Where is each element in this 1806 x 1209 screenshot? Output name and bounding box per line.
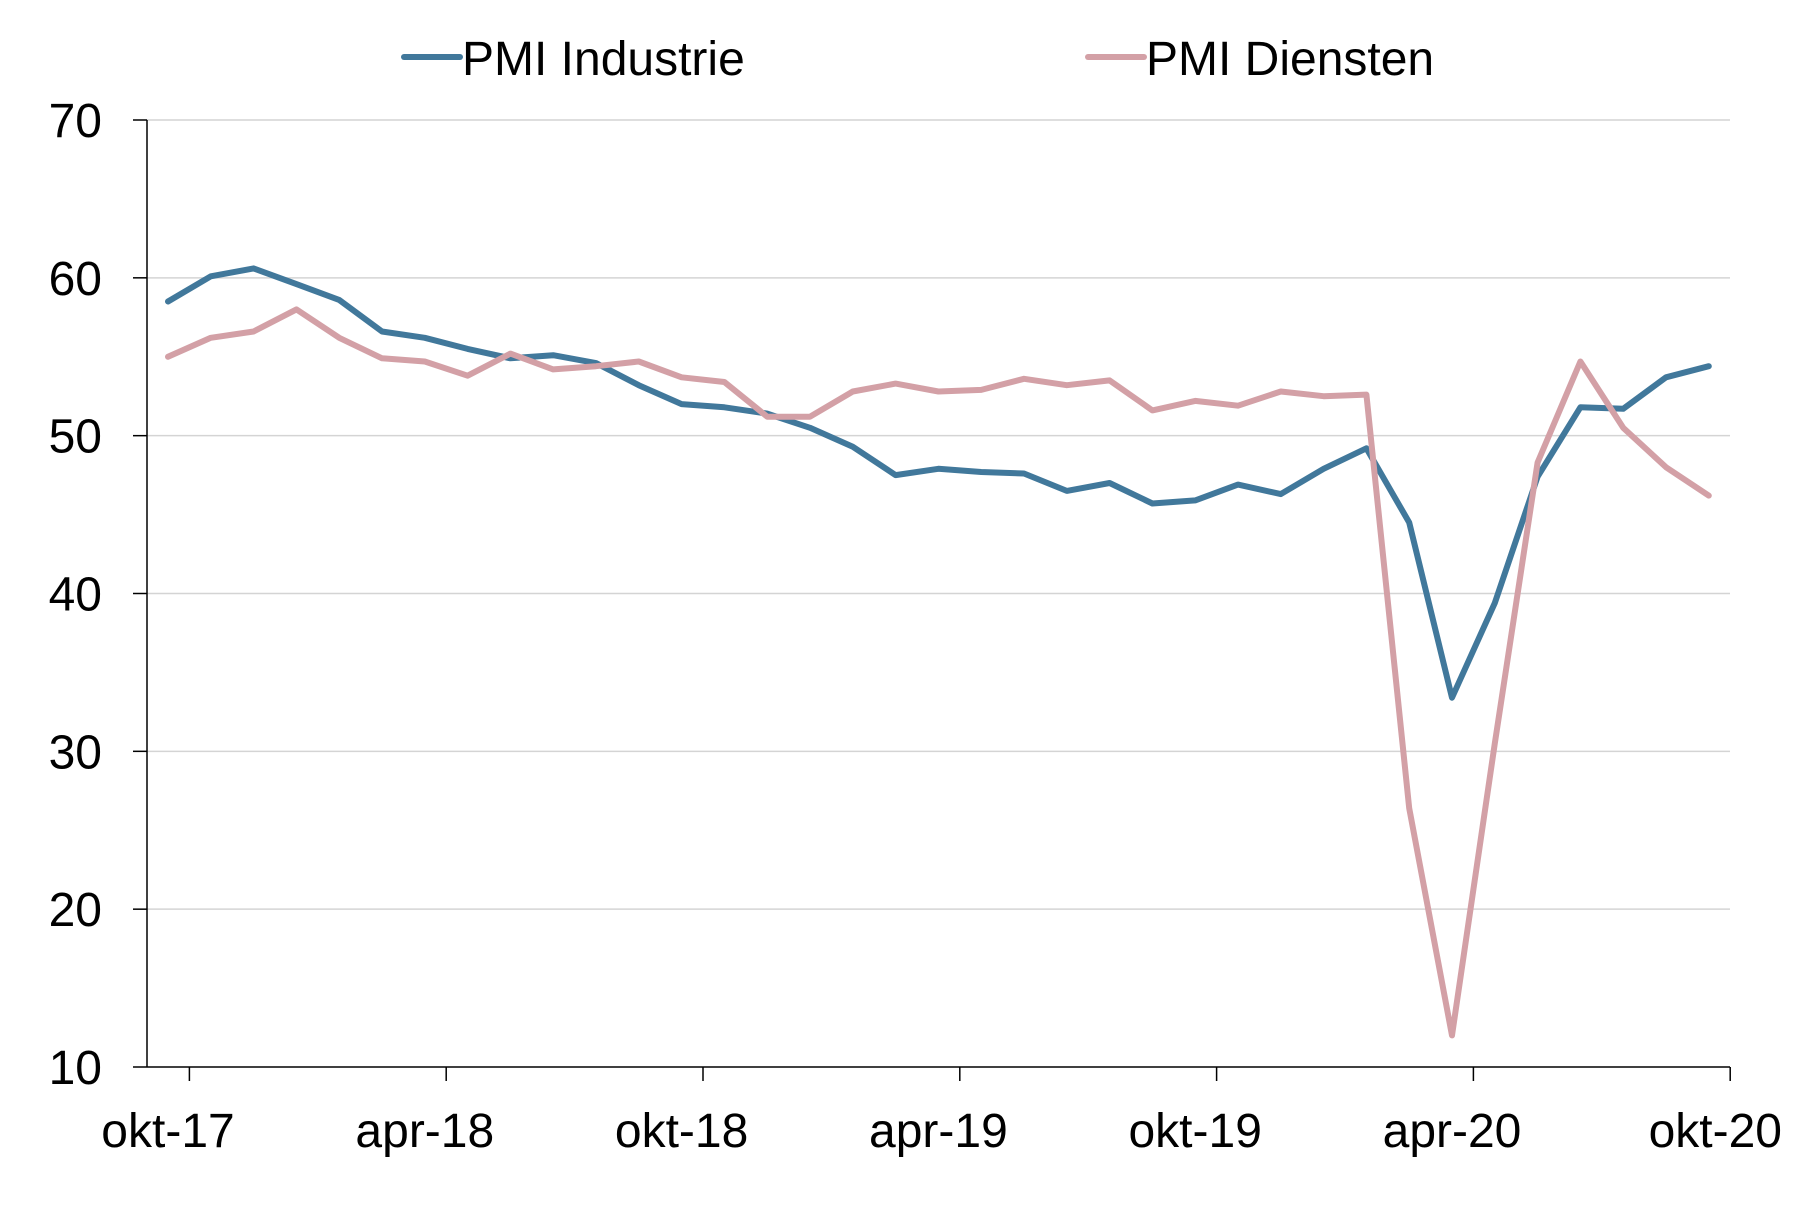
x-tick-label-apr-19: apr-19	[869, 1105, 1008, 1158]
y-tick-label-70: 70	[49, 95, 102, 148]
legend-label-pmi-diensten: PMI Diensten	[1146, 33, 1434, 86]
y-tick-label-50: 50	[49, 411, 102, 464]
x-tick-label-okt-19: okt-19	[1128, 1105, 1261, 1158]
gridlines	[147, 119, 1730, 910]
x-tick-label-okt-17: okt-17	[101, 1105, 234, 1158]
y-tick-label-20: 20	[49, 884, 102, 937]
y-tick-label-10: 10	[49, 1042, 102, 1095]
legend-label-pmi-industrie: PMI Industrie	[462, 33, 745, 86]
series-lines	[165, 265, 1712, 1039]
y-axis-ticks: 10 20 30 40 50 60 70	[49, 95, 147, 1095]
x-tick-label-okt-18: okt-18	[615, 1105, 748, 1158]
series-line-pmi-diensten	[165, 306, 1712, 1039]
x-axis-ticks: okt-17 apr-18 okt-18 apr-19 okt-19 apr-20 okt-…	[101, 1067, 1782, 1158]
y-tick-label-30: 30	[49, 726, 102, 779]
series-line-pmi-industrie	[165, 265, 1712, 701]
x-tick-label-apr-20: apr-20	[1383, 1105, 1522, 1158]
y-tick-label-60: 60	[49, 253, 102, 306]
legend: PMI Industrie PMI Diensten	[401, 33, 1434, 86]
x-tick-label-apr-18: apr-18	[355, 1105, 494, 1158]
x-tick-label-okt-20: okt-20	[1649, 1105, 1782, 1158]
y-tick-label-40: 40	[49, 569, 102, 622]
